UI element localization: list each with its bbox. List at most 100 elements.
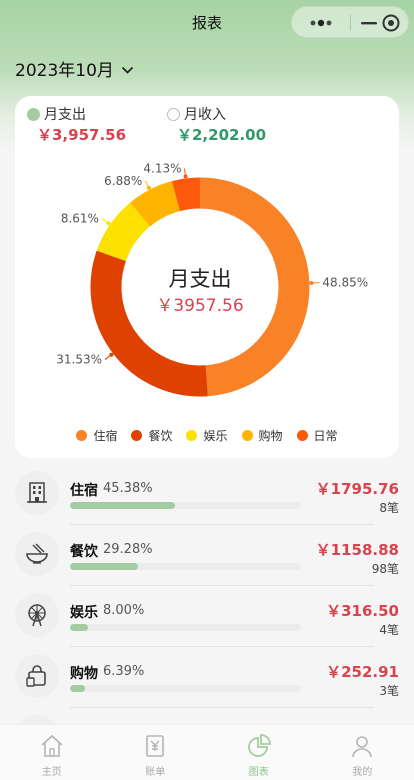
expense-amount: ￥3,957.56 [37,126,127,144]
legend-swatch [241,430,253,441]
category-count: 4笔 [379,623,399,637]
legend-swatch [76,430,88,441]
donut-label-leader-4 [184,168,187,177]
tab-bill[interactable]: 账单 [104,725,208,780]
category-progress-track [70,685,301,692]
category-name: 购物 [70,666,98,682]
minimize-icon[interactable] [358,13,380,33]
donut-label-leader-3 [144,180,150,189]
tab-user[interactable]: 我的 [311,725,414,780]
capsule-divider [350,15,351,31]
navigation-bar: 报表 [0,0,414,44]
category-row[interactable]: 娱乐 8.00% ￥316.50 4笔 [0,586,414,647]
income-toggle[interactable]: 月收入 ￥2,202.00 [167,104,266,145]
tab-label: 账单 [145,767,166,778]
legend-item[interactable]: 住宿 [76,427,117,444]
page-title: 报表 [191,14,222,32]
category-count: 98笔 [371,562,399,576]
expense-label: 月支出 [44,107,86,123]
tab-home[interactable]: 主页 [0,725,104,780]
donut-slice-3[interactable] [130,181,181,227]
category-icon-circle [15,532,59,576]
tab-pie-chart[interactable]: 图表 [207,725,311,780]
category-row[interactable]: 餐饮 29.28% ￥1158.88 98笔 [0,525,414,586]
category-progress-fill [70,502,175,509]
donut-center-value: ￥3957.56 [156,296,243,316]
category-percent: 6.39% [103,664,145,679]
category-amount: ￥252.91 [326,663,399,681]
row-divider [70,585,374,586]
category-progress-fill [70,685,85,692]
donut-label-1: 31.53% [56,353,102,367]
expense-toggle[interactable]: 月支出 ￥3,957.56 [27,104,126,145]
expense-donut-chart: 48.85% 31.53% 8.61% 6.88%4.13% 月支出 ￥3957.56 [56,162,368,397]
shopping-bag-icon [24,663,50,689]
legend-label: 餐饮 [148,429,173,443]
donut-label-leader-2 [101,218,109,224]
category-percent: 29.28% [103,542,153,557]
donut-slice-2[interactable] [96,202,151,262]
month-selector[interactable]: 2023年10月 [15,56,134,81]
category-count: 3笔 [379,684,399,698]
summary-card: 月支出 ￥3,957.56 月收入 ￥2,202.00 48.85% 31.53%… [15,96,399,458]
donut-slice-0[interactable] [199,177,310,397]
ferris-wheel-icon [24,602,50,628]
legend-label: 娱乐 [203,429,228,443]
category-amount: ￥316.50 [326,602,399,620]
donut-label-0: 48.85% [322,276,368,290]
expense-radio-icon [27,108,40,121]
row-divider [70,707,374,708]
category-icon-circle [15,654,59,698]
bowl-icon [24,541,50,567]
tab-label: 我的 [352,767,373,778]
legend-label: 购物 [258,429,283,443]
chart-legend: 住宿 餐饮 娱乐 购物 日常 [15,427,399,444]
category-progress-track [70,502,301,509]
category-name: 娱乐 [70,605,98,621]
income-radio-icon [167,108,180,121]
row-divider [70,646,374,647]
chevron-down-icon [121,60,134,80]
legend-item[interactable]: 餐饮 [131,427,172,444]
category-list: 住宿 45.38% ￥1795.76 8笔餐饮 29.28% ￥1158.88 98笔娱乐 8… [0,464,414,769]
category-progress-track [70,624,301,631]
category-row[interactable]: 购物 6.39% ￥252.91 3笔 [0,647,414,708]
category-progress-fill [70,624,89,631]
category-percent: 45.38% [103,481,153,496]
legend-item[interactable]: 娱乐 [186,427,228,444]
donut-center-title: 月支出 [169,267,232,291]
income-amount: ￥2,202.00 [177,126,267,144]
category-name: 餐饮 [70,544,98,560]
legend-swatch [131,430,143,441]
donut-label-3: 6.88% [104,174,142,188]
category-amount: ￥1158.88 [315,541,399,559]
category-count: 8笔 [379,501,399,515]
category-icon-circle [15,471,59,515]
category-name: 住宿 [70,483,98,499]
more-icon[interactable] [306,13,336,33]
legend-label: 日常 [313,429,338,443]
hotel-icon [24,480,50,506]
donut-label-2: 8.61% [61,212,99,226]
tab-bar: 主页 账单 图表 我的 [0,724,414,780]
legend-swatch [186,430,198,441]
legend-item[interactable]: 日常 [296,427,338,444]
category-percent: 8.00% [103,603,145,618]
category-row[interactable]: 住宿 45.38% ￥1795.76 8笔 [0,464,414,525]
donut-label-leader-1 [104,354,112,360]
donut-slice-1[interactable] [90,250,208,397]
donut-label-4: 4.13% [143,162,181,176]
category-amount: ￥1795.76 [315,480,399,498]
donut-slice-4[interactable] [171,177,201,212]
category-progress-fill [70,563,138,570]
legend-swatch [296,430,308,441]
close-target-icon[interactable] [380,13,402,33]
row-divider [70,524,374,525]
mini-program-capsule [291,6,409,38]
tab-label: 图表 [248,767,269,778]
tab-label: 主页 [41,767,62,778]
legend-item[interactable]: 购物 [241,427,283,444]
category-icon-circle [15,593,59,637]
legend-label: 住宿 [93,429,118,443]
category-progress-track [70,563,301,570]
